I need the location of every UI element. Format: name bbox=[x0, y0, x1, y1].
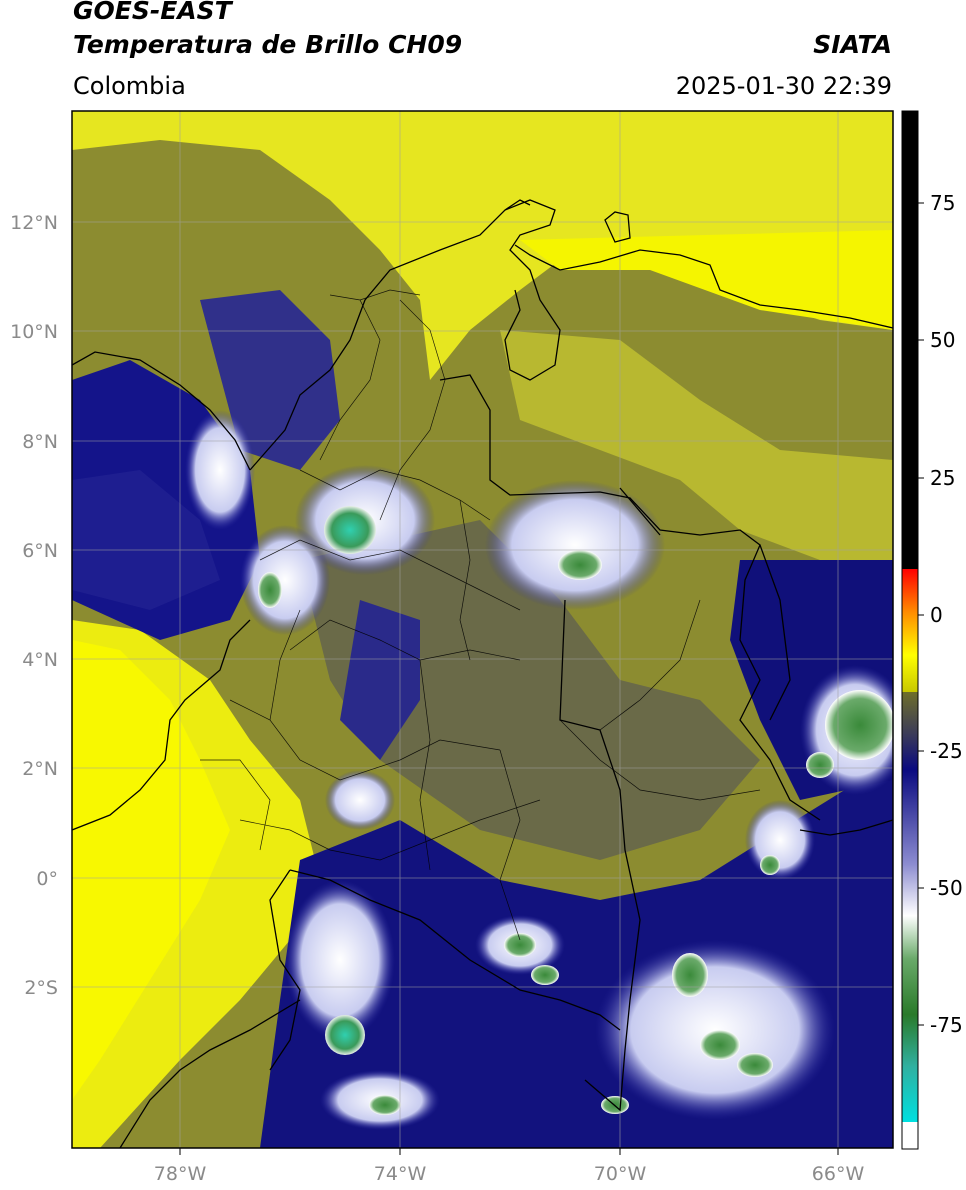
lon-tick-label: 70°W bbox=[594, 1163, 647, 1185]
lat-tick-label: 2°S bbox=[24, 977, 58, 999]
lat-tick-label: 8°N bbox=[22, 431, 58, 453]
colorbar-tick-label: -75 bbox=[930, 1013, 963, 1037]
colorbar-tick-label: -50 bbox=[930, 876, 963, 900]
product-title: Temperatura de Brillo CH09 bbox=[73, 30, 463, 59]
latitude-ticks: 12°N 10°N 8°N 6°N 4°N 2°N 0° 2°S bbox=[10, 212, 58, 999]
lat-tick-label: 12°N bbox=[10, 212, 58, 234]
colorbar-tick-label: 50 bbox=[930, 328, 955, 352]
lat-tick-label: 2°N bbox=[22, 758, 58, 780]
datetime-label: 2025-01-30 22:39 bbox=[675, 72, 892, 100]
colorbar: 75 50 25 0 -25 -50 -75 bbox=[901, 110, 963, 1150]
lat-tick-label: 0° bbox=[36, 868, 58, 890]
graticule bbox=[72, 111, 893, 1148]
colorbar-tick-label: 75 bbox=[930, 191, 955, 215]
department-borders bbox=[200, 289, 761, 941]
lon-tick-label: 78°W bbox=[154, 1163, 207, 1185]
lon-tick-label: 66°W bbox=[812, 1163, 865, 1185]
map-frame bbox=[71, 110, 894, 1149]
lat-tick-label: 6°N bbox=[22, 540, 58, 562]
lon-tick-label: 74°W bbox=[374, 1163, 427, 1185]
organization-label: SIATA bbox=[813, 30, 892, 59]
longitude-ticks: 78°W 74°W 70°W 66°W bbox=[154, 1148, 865, 1185]
region-label: Colombia bbox=[73, 72, 186, 100]
lat-tick-label: 4°N bbox=[22, 649, 58, 671]
satellite-title: GOES-EAST bbox=[73, 0, 232, 25]
country-borders bbox=[72, 199, 893, 1148]
colorbar-tick-label: 0 bbox=[930, 603, 943, 627]
satellite-image bbox=[72, 111, 893, 1148]
colorbar-tick-label: -25 bbox=[930, 739, 963, 763]
lat-tick-label: 10°N bbox=[10, 321, 58, 343]
colorbar-tick-label: 25 bbox=[930, 466, 955, 490]
